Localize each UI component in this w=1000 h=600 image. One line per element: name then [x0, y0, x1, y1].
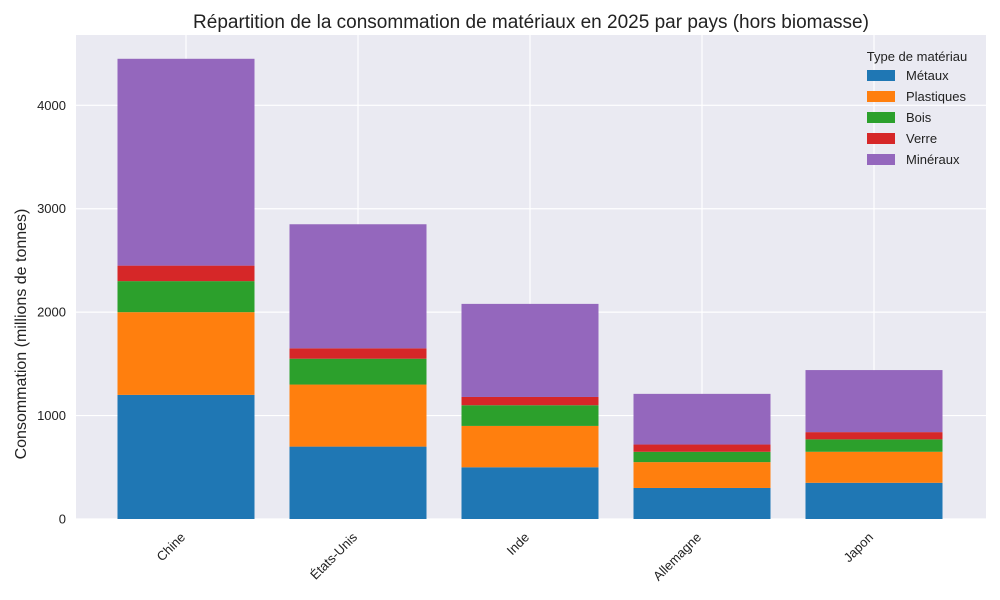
y-tick-label: 2000	[37, 305, 66, 320]
legend-label: Bois	[906, 110, 932, 125]
bar-segment	[633, 487, 771, 519]
legend-swatch	[867, 91, 895, 102]
bar-segment	[117, 312, 255, 395]
legend-swatch	[867, 70, 895, 81]
legend-label: Métaux	[906, 68, 949, 83]
x-tick-label: Japon	[840, 530, 876, 566]
y-tick-label: 0	[59, 512, 66, 527]
legend-swatch	[867, 133, 895, 144]
bar-segment	[117, 394, 255, 519]
bar-segment	[289, 446, 427, 519]
bar-segment	[805, 439, 943, 452]
bar-segment	[117, 265, 255, 282]
bars	[117, 58, 943, 519]
x-tick-label: États-Unis	[307, 529, 360, 582]
bar-segment	[805, 451, 943, 483]
bar-segment	[805, 432, 943, 440]
bar-segment	[289, 348, 427, 359]
bar-segment	[289, 384, 427, 447]
bar-segment	[633, 462, 771, 488]
bar-segment	[289, 358, 427, 385]
legend-label: Minéraux	[906, 152, 960, 167]
bar-segment	[117, 58, 255, 266]
x-tick-label: Chine	[153, 530, 188, 565]
y-tick-labels: 0 1000 2000 3000 4000	[37, 98, 66, 527]
bar-segment	[633, 451, 771, 463]
y-tick-label: 1000	[37, 408, 66, 423]
legend: Type de matériau Métaux Plastiques Bois Ver…	[867, 49, 967, 167]
legend-label: Verre	[906, 131, 937, 146]
legend-swatch	[867, 154, 895, 165]
chart-title: Répartition de la consommation de matéri…	[193, 12, 869, 33]
bar-segment	[461, 425, 599, 468]
y-axis-title: Consommation (millions de tonnes)	[13, 209, 30, 460]
bar-segment	[633, 444, 771, 452]
bar-segment	[289, 224, 427, 349]
x-tick-label: Inde	[504, 530, 533, 559]
bar-segment	[117, 281, 255, 313]
legend-title: Type de matériau	[867, 49, 967, 64]
bar-segment	[461, 405, 599, 426]
y-tick-label: 4000	[37, 98, 66, 113]
x-tick-labels: Chine États-Unis Inde Allemagne Japon	[153, 529, 876, 583]
legend-label: Plastiques	[906, 89, 966, 104]
bar-segment	[805, 370, 943, 433]
bar-segment	[633, 393, 771, 445]
bar-segment	[461, 396, 599, 406]
bar-segment	[461, 303, 599, 397]
bar-segment	[805, 482, 943, 519]
y-tick-label: 3000	[37, 201, 66, 216]
x-tick-label: Allemagne	[650, 530, 704, 584]
bar-segment	[461, 467, 599, 519]
legend-swatch	[867, 112, 895, 123]
